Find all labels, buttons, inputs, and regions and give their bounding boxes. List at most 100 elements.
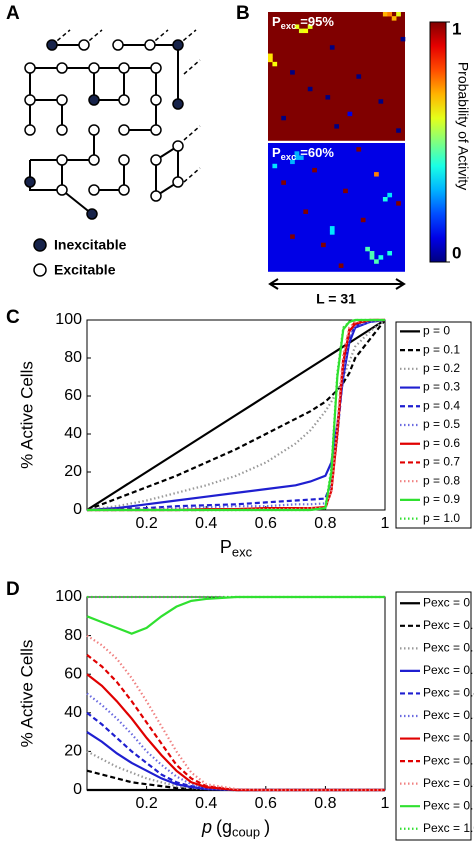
map-label: Pexc =95% [272, 14, 334, 31]
label-part: exc [281, 152, 297, 162]
line-chart: 0 20 40 60 80 100 0.2 0.4 0.6 0.8 1 % Active Cells P… [17, 311, 472, 560]
heatmap-cell [303, 28, 309, 34]
panel-labels: A B C D [6, 3, 250, 600]
heatmap-cell [374, 172, 379, 177]
heatmap-cell [325, 95, 331, 100]
panel-label: C [6, 307, 20, 328]
heatmap-cell [400, 36, 406, 42]
series-line [86, 731, 385, 792]
legend-label: p = 0.9 [423, 492, 460, 506]
label-part: p [201, 817, 212, 837]
heatmap-cell [281, 180, 286, 185]
heatmap-cell [272, 163, 278, 169]
y-tick-label: 80 [64, 349, 82, 366]
legend-label: Pexc = 0.6 [423, 731, 474, 745]
label-part: coup [232, 825, 260, 840]
lattice-diagram [24, 29, 201, 277]
series-line [87, 318, 385, 512]
x-tick-label: 0.4 [195, 515, 217, 532]
y-tick-label: 40 [64, 425, 82, 442]
legend-label: p = 0.2 [423, 361, 460, 375]
y-tick-label: 60 [64, 387, 82, 404]
series-line [86, 595, 385, 635]
series-line [86, 319, 386, 512]
legend-label: Inexcitable [54, 237, 127, 253]
x-tick-label: 0.8 [314, 515, 336, 532]
heatmap-cell [396, 201, 401, 206]
heatmap-cell [338, 263, 344, 268]
heatmap-background [268, 143, 405, 272]
heatmap-cell [378, 255, 384, 260]
map-label: Pexc =60% [272, 145, 334, 162]
heatmap-cell [307, 24, 313, 29]
y-tick-label: 0 [73, 781, 82, 798]
series-line [86, 750, 385, 792]
heatmap-cell [329, 226, 335, 231]
legend-label: p = 0.3 [423, 380, 460, 394]
heatmap-cell [290, 159, 295, 165]
legend-label: p = 0 [423, 324, 450, 338]
panel-label: B [236, 3, 250, 24]
heatmap-cell [307, 86, 313, 92]
y-tick-label: 20 [64, 743, 82, 760]
heatmap-background [268, 12, 405, 141]
legend-label: Pexc = 0.3 [423, 663, 474, 677]
heatmap-cell [391, 16, 397, 21]
legend-label: Excitable [54, 262, 116, 278]
y-tick-label: 40 [64, 704, 82, 721]
heatmap-cell [365, 246, 370, 252]
heatmap-cell [387, 12, 393, 17]
legend-label: Pexc = 0.8 [423, 776, 474, 790]
heatmap-cell [272, 61, 278, 67]
heatmap-cell [334, 124, 340, 129]
label-part: (g [216, 817, 232, 837]
heatmap-cell [343, 188, 348, 194]
legend-label: Pexc = 0.2 [423, 641, 474, 655]
y-tick-label: 60 [64, 665, 82, 682]
legend-label: p = 0.8 [423, 473, 460, 487]
panel-label: D [6, 579, 20, 600]
heatmap-cell [382, 197, 388, 202]
legend-label: p = 0.6 [423, 436, 460, 450]
x-tick-label: 1 [381, 795, 390, 812]
size-arrow [268, 278, 406, 290]
label-part: P [220, 537, 232, 557]
series-line [86, 654, 385, 792]
heatmap-cell [382, 12, 388, 17]
panel-label: A [6, 3, 20, 24]
x-tick-label: 1 [381, 515, 390, 532]
heatmap-cell [294, 24, 300, 29]
series-line [86, 769, 385, 792]
heatmap-cell [321, 242, 326, 248]
heatmap-cell [374, 259, 379, 264]
heatmap-cell [387, 251, 393, 256]
heatmap-cell [268, 53, 273, 58]
x-tick-label: 0.4 [195, 795, 217, 812]
colorbar-tick-label: 0 [452, 243, 461, 262]
heatmap-cell [298, 28, 304, 34]
series-line [86, 634, 385, 792]
heatmap-cell [329, 230, 335, 235]
legend-label: p = 0.5 [423, 417, 460, 431]
heatmap-cell [329, 45, 335, 50]
size-label: L = 31 [316, 291, 356, 307]
y-tick-label: 100 [55, 588, 82, 605]
heatmap-cell [356, 147, 362, 152]
label-part: =60% [300, 145, 334, 160]
colorbar [429, 21, 447, 263]
plot-frame [86, 596, 386, 791]
y-tick-label: 100 [55, 311, 82, 328]
heatmap-cell [290, 70, 295, 75]
colorbar-label: Probability of Activity [455, 62, 471, 190]
series-line [86, 711, 385, 792]
heatmap-cell [387, 192, 393, 198]
label-part: P [272, 145, 281, 160]
legend-label: p = 0.7 [423, 455, 460, 469]
x-tick-label: 0.8 [314, 795, 336, 812]
y-tick-label: 80 [64, 627, 82, 644]
line-chart: 0 20 40 60 80 100 0.2 0.4 0.6 0.8 1 % Active Cells p… [17, 588, 474, 841]
label-part: P [272, 14, 281, 29]
series-line [86, 673, 385, 792]
legend-label: p = 1.0 [423, 511, 460, 525]
